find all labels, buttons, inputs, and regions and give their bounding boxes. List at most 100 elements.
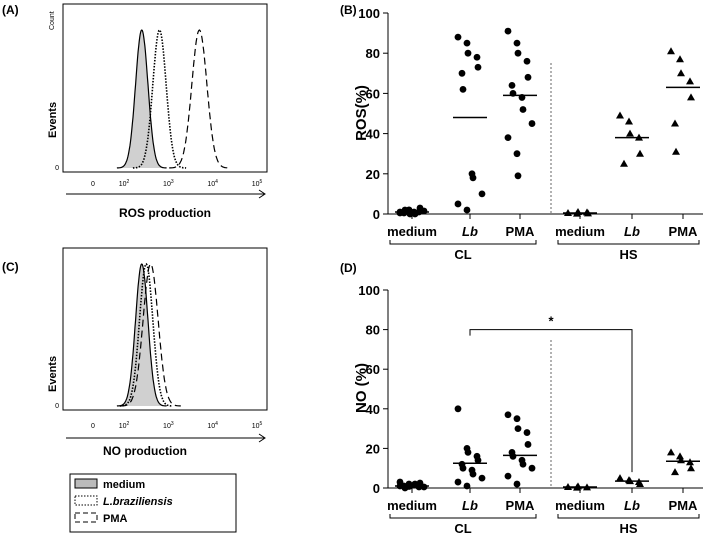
- panel-a-xtick-2: 103: [163, 179, 174, 188]
- panel-b-point-5-0: [667, 47, 675, 55]
- panel-d-group-bracket-1: [557, 514, 700, 519]
- panel-d-point-5-4: [687, 464, 695, 472]
- panel-b-ytick-60: 60: [366, 86, 380, 101]
- panel-c-label: (C): [2, 260, 19, 274]
- panel-c-xlabel: NO production: [103, 444, 187, 458]
- panel-a-histogram: (A) Count Events ROS production 0 102 103 1…: [2, 3, 268, 220]
- panel-b-ytick-80: 80: [366, 46, 380, 61]
- panel-d-ytick-60: 60: [366, 362, 380, 377]
- panel-b-xtick-5: PMA: [669, 224, 699, 239]
- panel-b-ytick-20: 20: [366, 167, 380, 182]
- panel-d-point-5-0: [667, 448, 675, 456]
- panel-b-point-2-0: [504, 27, 512, 35]
- panel-b-point-1-11: [463, 206, 471, 214]
- panel-b-point-2-10: [504, 134, 512, 142]
- panel-d-ytick-100: 100: [358, 283, 380, 298]
- panel-d-point-0-9: [420, 483, 428, 491]
- panel-d-point-1-9: [478, 474, 486, 482]
- panel-b-point-5-3: [686, 77, 694, 85]
- panel-b-point-1-1: [463, 39, 471, 47]
- panel-d-point-2-9: [528, 464, 536, 472]
- panel-c-histogram: (C) Events NO production 0 102 103 104 1050 …: [2, 247, 268, 533]
- panel-a-ylabel-small: Count: [49, 11, 56, 30]
- panel-d-group-label-0: CL: [454, 521, 471, 536]
- panel-c-xtick-2: 103: [163, 421, 174, 430]
- panel-d-scatter: (D) NO (%) 0 20 40 60 80 100 medium Lb PMA medium…: [340, 261, 703, 536]
- panel-b-point-2-9: [528, 120, 536, 127]
- panel-c-xtick-3: 104: [207, 421, 218, 430]
- histogram-legend: medium L.braziliensis PMA: [69, 473, 237, 533]
- panel-a-xtick-0: 0: [91, 181, 95, 188]
- panel-d-point-5-1: [676, 452, 684, 460]
- panel-c-xticks: 0 102 103 104 105 0: [55, 403, 262, 430]
- panel-b-point-1-10: [454, 200, 462, 208]
- panel-a-arrow-head: [258, 189, 266, 199]
- panel-a-xtick-3: 104: [207, 179, 218, 188]
- panel-b-point-5-1: [676, 55, 684, 63]
- legend-box: [69, 473, 237, 533]
- panel-c-xtick-4: 105: [252, 421, 263, 430]
- panel-b-point-0-10: [396, 209, 404, 217]
- panel-a-curves: [116, 28, 230, 169]
- panel-b-point-2-3: [523, 57, 531, 65]
- panel-b-point-3-2: [574, 207, 582, 215]
- panel-b-xtick-3: medium: [555, 224, 605, 239]
- panel-b-point-4-2: [626, 129, 634, 137]
- panel-c-xtick-0: 0: [91, 423, 95, 430]
- panel-c-curves: [116, 262, 181, 407]
- panel-d-point-2-8: [519, 460, 527, 468]
- panel-d-ylabel: NO (%): [353, 363, 370, 413]
- panel-b-point-2-1: [513, 39, 521, 47]
- panel-b-point-4-5: [620, 159, 628, 167]
- panel-b-point-4-4: [636, 149, 644, 157]
- panel-b-xtick-1: Lb: [462, 224, 478, 239]
- panel-c-curve-pma: [120, 263, 181, 407]
- panel-d-point-1-0: [454, 405, 462, 413]
- panel-b-plot: 0 20 40 60 80 100 medium Lb PMA medium Lb PMA CL HS: [358, 6, 703, 262]
- panel-d-xtick-3: medium: [555, 498, 605, 513]
- panel-b-xtick-0: medium: [387, 224, 437, 239]
- panel-d-group-bracket-0: [389, 514, 537, 519]
- panel-d-point-2-2: [514, 425, 522, 432]
- panel-b-group-bracket-1: [557, 240, 700, 245]
- panel-b-group-label-1: HS: [619, 247, 637, 262]
- legend-label-pma: PMA: [103, 513, 128, 525]
- panel-d-xtick-1: Lb: [462, 498, 478, 513]
- legend-swatch-pma: [74, 512, 98, 523]
- panel-b-point-2-4: [524, 73, 532, 81]
- panel-d-point-1-11: [463, 482, 471, 490]
- panel-d-point-2-4: [524, 441, 532, 448]
- panel-b-ytick-0: 0: [373, 207, 380, 222]
- panel-b-point-5-5: [671, 119, 679, 127]
- panel-d-point-1-8: [469, 470, 477, 478]
- panel-d-group-label-1: HS: [619, 521, 637, 536]
- panel-b-point-1-8: [469, 174, 477, 182]
- panel-a-xtick-4: 105: [252, 179, 263, 188]
- panel-a-xlabel: ROS production: [119, 206, 211, 220]
- panel-b-point-4-0: [616, 111, 624, 119]
- panel-c-curve-lbraziliensis: [119, 262, 173, 407]
- panel-c-ytick-0: 0: [55, 403, 59, 410]
- panel-d-ytick-80: 80: [366, 323, 380, 338]
- panel-a-xticks: 0 102 103 104 105 0: [55, 165, 262, 188]
- panel-d-point-5-5: [671, 468, 679, 476]
- panel-b-xtick-4: Lb: [624, 224, 640, 239]
- panel-d-point-1-6: [459, 464, 467, 472]
- panel-d-point-1-4: [474, 456, 482, 464]
- legend-swatch-lbraziliensis: [74, 495, 98, 506]
- panel-a-frame: [62, 3, 268, 173]
- panel-b-point-5-4: [687, 93, 695, 101]
- panel-d-xtick-4: Lb: [624, 498, 640, 513]
- panel-d-point-2-0: [504, 411, 512, 419]
- panel-b-point-4-1: [625, 117, 633, 125]
- panel-b-point-2-11: [513, 150, 521, 158]
- panel-b-point-1-6: [459, 85, 467, 93]
- panel-b-point-1-0: [454, 33, 462, 41]
- panel-b-point-2-2: [514, 49, 522, 57]
- panel-a-curve-pma: [169, 29, 230, 169]
- panel-b-point-1-5: [458, 69, 466, 77]
- panel-d-point-2-3: [523, 429, 531, 436]
- panel-d-ytick-40: 40: [366, 402, 380, 417]
- panel-b-point-5-6: [672, 147, 680, 155]
